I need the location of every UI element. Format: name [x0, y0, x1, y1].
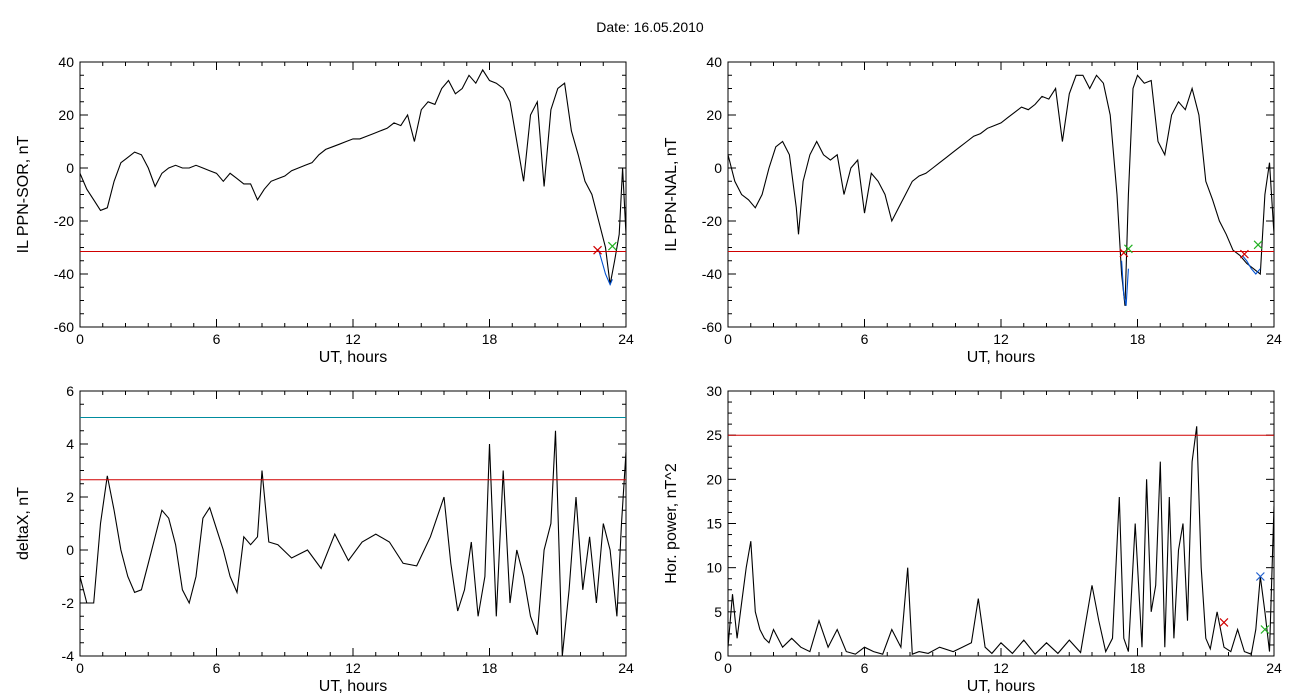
series-line-2	[1241, 255, 1261, 275]
chart-p1: 0 6 12 18 24 -60 -40 -20 0 20 40 UT, hours IL PPN-SO…	[15, 54, 634, 366]
marker-stroke	[1240, 249, 1249, 259]
series-line-0	[80, 68, 626, 285]
marker-stroke	[1253, 240, 1263, 250]
x-tick-label: 0	[76, 331, 84, 347]
x-tick-label: 18	[1130, 331, 1146, 347]
series-line-0	[728, 74, 1274, 306]
x-tick-label: 0	[76, 660, 84, 676]
y-tick-label: 10	[706, 560, 722, 576]
marker-stroke	[607, 241, 617, 251]
y-tick-label: 0	[66, 160, 74, 176]
x-tick-label: 0	[724, 660, 732, 676]
x-tick-label: 24	[618, 331, 634, 347]
y-axis-label: deltaX, nT	[15, 487, 32, 560]
y-tick-label: 30	[706, 383, 722, 399]
y-tick-label: 5	[714, 604, 722, 620]
y-tick-label: 4	[66, 436, 74, 452]
plot-frame	[727, 390, 1275, 657]
x-tick-label: 24	[1266, 331, 1282, 347]
x-tick-label: 0	[724, 331, 732, 347]
x-tick-label: 12	[345, 331, 361, 347]
y-tick-label: -40	[702, 266, 722, 282]
y-tick-label: -2	[62, 595, 75, 611]
figure-title: Date: 16.05.2010	[596, 19, 704, 35]
marker-stroke	[1123, 244, 1133, 254]
marker-stroke	[1219, 618, 1229, 627]
marker-stroke	[1260, 625, 1270, 634]
y-axis-label: Hor. power, nT^2	[663, 463, 680, 584]
x-tick-label: 6	[213, 660, 221, 676]
y-tick-label: 6	[66, 383, 74, 399]
y-tick-label: -60	[702, 319, 722, 335]
y-axis-label: IL PPN-NAL, nT	[663, 137, 680, 251]
x-tick-label: 6	[861, 660, 869, 676]
x-tick-label: 6	[213, 331, 221, 347]
y-tick-label: -40	[54, 266, 74, 282]
x-tick-label: 24	[618, 660, 634, 676]
x-tick-label: 6	[861, 331, 869, 347]
x-tick-label: 12	[993, 660, 1009, 676]
chart-p4: 0 6 12 18 24 0 5 10 15 20 25 30 UT, hours Hor. power,…	[663, 383, 1282, 695]
marker-stroke	[1255, 572, 1265, 581]
x-tick-label: 18	[482, 660, 498, 676]
plot-frame	[727, 61, 1275, 328]
x-tick-label: 18	[1130, 660, 1146, 676]
chart-series-group	[80, 417, 626, 656]
chart-series-group	[80, 68, 626, 286]
y-tick-label: -20	[54, 213, 74, 229]
chart-p2: 0 6 12 18 24 -60 -40 -20 0 20 40 UT, hours IL PPN-NA…	[663, 54, 1282, 366]
x-axis-label: UT, hours	[967, 678, 1035, 695]
x-axis-label: UT, hours	[319, 349, 387, 366]
marker-0	[593, 245, 602, 255]
marker-2	[1260, 625, 1270, 634]
x-axis-label: UT, hours	[967, 349, 1035, 366]
x-tick-label: 18	[482, 331, 498, 347]
y-tick-label: -20	[702, 213, 722, 229]
y-tick-label: 0	[714, 160, 722, 176]
x-tick-label: 12	[993, 331, 1009, 347]
y-tick-label: -4	[62, 648, 75, 664]
marker-1	[1255, 572, 1265, 581]
series-line-0	[80, 430, 626, 656]
chart-series-group	[728, 74, 1274, 306]
series-line-1	[598, 250, 613, 286]
chart-series-group	[728, 426, 1274, 656]
marker-stroke	[593, 245, 602, 255]
y-tick-label: 0	[714, 648, 722, 664]
y-axis-label: IL PPN-SOR, nT	[15, 135, 32, 253]
y-tick-label: 15	[706, 516, 722, 532]
y-tick-label: 20	[58, 107, 74, 123]
plot-frame	[79, 390, 627, 657]
y-tick-label: 40	[706, 54, 722, 70]
y-tick-label: -60	[54, 319, 74, 335]
series-line-0	[728, 426, 1274, 656]
y-tick-label: 2	[66, 489, 74, 505]
series-line-1	[1121, 260, 1129, 306]
x-tick-label: 24	[1266, 660, 1282, 676]
y-tick-label: 40	[58, 54, 74, 70]
y-tick-label: 20	[706, 107, 722, 123]
marker-0	[1219, 618, 1229, 627]
marker-1	[1123, 244, 1133, 254]
marker-3	[1253, 240, 1263, 250]
x-tick-label: 12	[345, 660, 361, 676]
marker-1	[607, 241, 617, 251]
y-tick-label: 20	[706, 471, 722, 487]
y-tick-label: 25	[706, 427, 722, 443]
plot-frame	[79, 61, 627, 328]
y-tick-label: 0	[66, 542, 74, 558]
marker-2	[1240, 249, 1249, 259]
x-axis-label: UT, hours	[319, 678, 387, 695]
